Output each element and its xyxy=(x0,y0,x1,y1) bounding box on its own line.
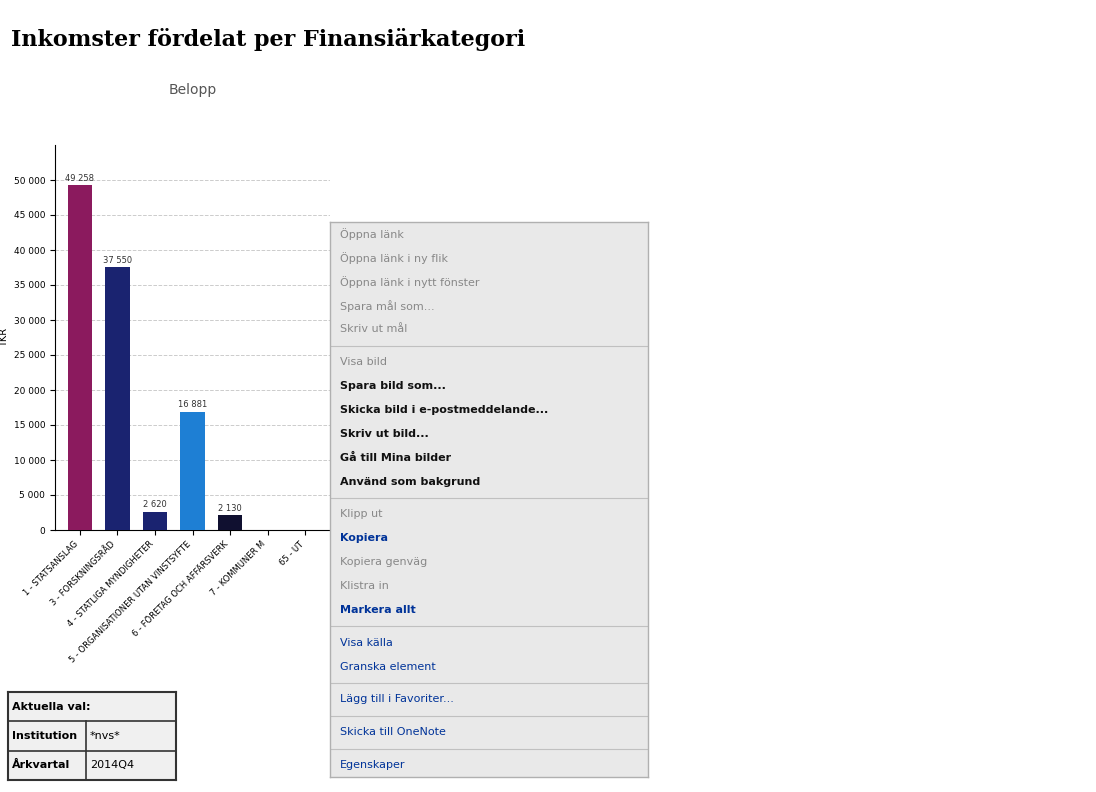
Text: Spara bild som...: Spara bild som... xyxy=(340,381,446,391)
Text: 2014Q4: 2014Q4 xyxy=(90,760,134,771)
Text: Aktuella val:: Aktuella val: xyxy=(12,702,91,712)
Text: 2 130: 2 130 xyxy=(218,504,242,512)
Text: Visa bild: Visa bild xyxy=(340,357,387,367)
Text: Skicka till OneNote: Skicka till OneNote xyxy=(340,727,446,737)
Text: Granska element: Granska element xyxy=(340,661,436,672)
Text: Inkomster fördelat per Finansiärkategori: Inkomster fördelat per Finansiärkategori xyxy=(11,28,525,51)
Text: Skicka bild i e-postmeddelande...: Skicka bild i e-postmeddelande... xyxy=(340,405,548,415)
Text: Institution: Institution xyxy=(12,731,77,741)
Text: Belopp: Belopp xyxy=(169,83,217,97)
Bar xyxy=(218,515,242,530)
Text: Visa källa: Visa källa xyxy=(340,638,392,648)
Text: 2 620: 2 620 xyxy=(144,501,167,509)
Text: Klistra in: Klistra in xyxy=(340,581,389,591)
Text: Använd som bakgrund: Använd som bakgrund xyxy=(340,477,480,486)
Text: 37 550: 37 550 xyxy=(103,256,132,265)
Text: 49 258: 49 258 xyxy=(66,173,94,183)
Bar xyxy=(68,185,92,530)
Text: Skriv ut mål: Skriv ut mål xyxy=(340,325,408,334)
Y-axis label: TKR: TKR xyxy=(0,328,10,347)
Text: Egenskaper: Egenskaper xyxy=(340,760,406,770)
Text: Markera allt: Markera allt xyxy=(340,605,415,615)
Text: 16 881: 16 881 xyxy=(178,401,207,409)
Text: Gå till Mina bilder: Gå till Mina bilder xyxy=(340,453,452,463)
Text: Lägg till i Favoriter...: Lägg till i Favoriter... xyxy=(340,695,454,704)
Bar xyxy=(105,267,129,530)
Text: Kopiera: Kopiera xyxy=(340,533,388,543)
Text: Kopiera genväg: Kopiera genväg xyxy=(340,557,427,567)
Text: Öppna länk i nytt fönster: Öppna länk i nytt fönster xyxy=(340,276,480,287)
Text: Årkvartal: Årkvartal xyxy=(12,760,70,771)
Text: Klipp ut: Klipp ut xyxy=(340,509,383,520)
Bar xyxy=(142,512,167,530)
Text: Skriv ut bild...: Skriv ut bild... xyxy=(340,428,429,439)
Text: Spara mål som...: Spara mål som... xyxy=(340,299,435,311)
Text: Öppna länk: Öppna länk xyxy=(340,228,403,240)
Bar xyxy=(180,412,205,530)
Text: *nvs*: *nvs* xyxy=(90,731,121,741)
Text: Öppna länk i ny flik: Öppna länk i ny flik xyxy=(340,252,448,264)
